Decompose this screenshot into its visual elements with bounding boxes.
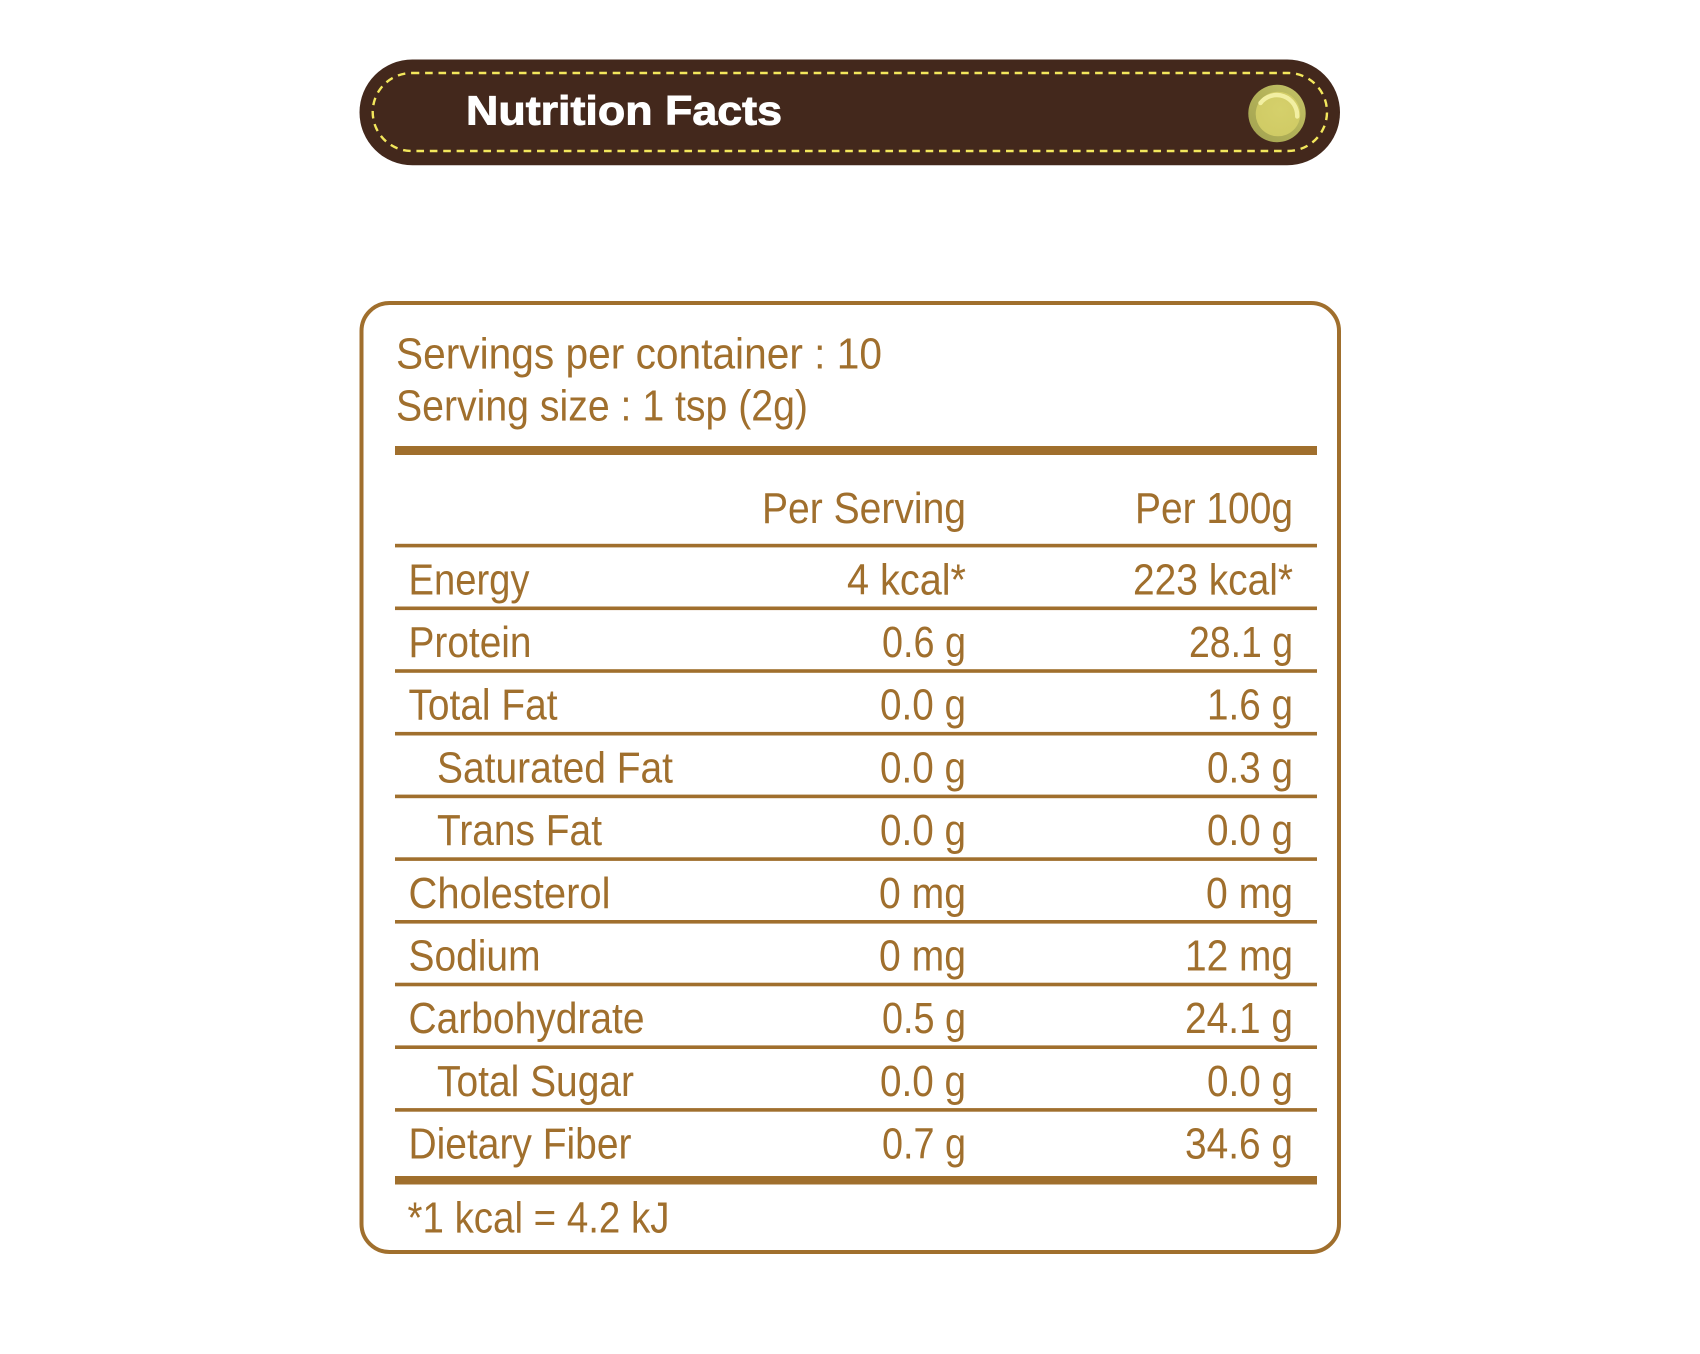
svg-text:0 mg: 0 mg <box>879 869 966 918</box>
svg-text:Per 100g: Per 100g <box>1135 484 1293 533</box>
svg-text:Servings per container : 10: Servings per container : 10 <box>396 330 882 379</box>
svg-text:0.0 g: 0.0 g <box>880 1057 966 1106</box>
svg-text:Cholesterol: Cholesterol <box>409 869 611 918</box>
svg-text:0.3 g: 0.3 g <box>1207 743 1293 792</box>
svg-text:Energy: Energy <box>409 555 530 604</box>
svg-text:Trans Fat: Trans Fat <box>437 806 602 855</box>
svg-text:Dietary Fiber: Dietary Fiber <box>409 1120 632 1169</box>
svg-text:0.0 g: 0.0 g <box>880 806 966 855</box>
svg-text:Saturated Fat: Saturated Fat <box>437 743 673 792</box>
svg-text:0 mg: 0 mg <box>879 932 966 981</box>
svg-text:0.7 g: 0.7 g <box>882 1120 966 1169</box>
svg-text:Total Fat: Total Fat <box>409 681 558 730</box>
svg-text:0.6 g: 0.6 g <box>882 618 966 667</box>
svg-text:0 mg: 0 mg <box>1206 869 1293 918</box>
svg-text:0.0 g: 0.0 g <box>880 681 966 730</box>
svg-text:Serving size : 1 tsp (2g): Serving size : 1 tsp (2g) <box>396 382 808 431</box>
svg-text:0.0 g: 0.0 g <box>1207 806 1293 855</box>
svg-text:Carbohydrate: Carbohydrate <box>409 994 645 1043</box>
svg-text:12 mg: 12 mg <box>1185 932 1293 981</box>
svg-text:0.0 g: 0.0 g <box>1207 1057 1293 1106</box>
svg-text:*1 kcal = 4.2 kJ: *1 kcal = 4.2 kJ <box>408 1194 670 1243</box>
svg-text:Total Sugar: Total Sugar <box>437 1057 634 1106</box>
svg-text:1.6 g: 1.6 g <box>1207 681 1293 730</box>
svg-text:Nutrition Facts: Nutrition Facts <box>466 88 782 134</box>
svg-text:0.0 g: 0.0 g <box>880 743 966 792</box>
svg-text:Protein: Protein <box>409 618 532 667</box>
svg-text:34.6 g: 34.6 g <box>1185 1120 1293 1169</box>
svg-text:223 kcal*: 223 kcal* <box>1133 555 1293 604</box>
svg-text:24.1 g: 24.1 g <box>1185 994 1293 1043</box>
svg-text:0.5 g: 0.5 g <box>882 994 966 1043</box>
svg-text:Sodium: Sodium <box>409 932 541 981</box>
svg-text:Per Serving: Per Serving <box>762 484 966 533</box>
svg-text:28.1 g: 28.1 g <box>1189 618 1293 667</box>
svg-text:4 kcal*: 4 kcal* <box>847 555 966 604</box>
